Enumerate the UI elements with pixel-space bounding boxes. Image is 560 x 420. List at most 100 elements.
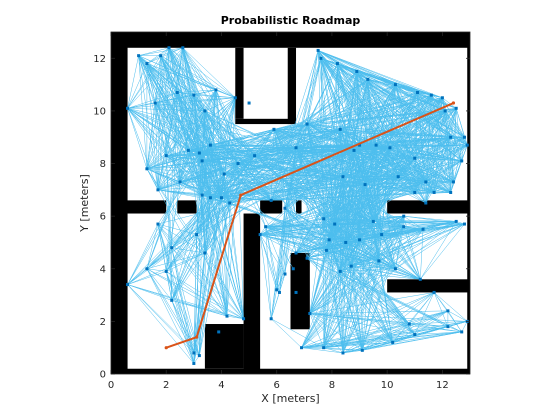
edge-613 <box>157 223 228 317</box>
node-74 <box>465 143 469 147</box>
edge-1540 <box>364 137 451 185</box>
node-95 <box>446 309 450 313</box>
edge-449 <box>157 144 211 225</box>
edge-1948 <box>362 323 410 351</box>
edge-700 <box>270 289 277 319</box>
edge-680 <box>204 252 244 319</box>
edge-576 <box>171 173 225 248</box>
edge-1301 <box>375 144 399 177</box>
edge-698 <box>271 318 324 348</box>
node-86 <box>291 267 295 271</box>
edge-1791 <box>328 239 344 353</box>
node-114 <box>170 298 174 302</box>
node-87 <box>305 256 309 260</box>
edge-1797 <box>237 163 330 241</box>
edge-1718 <box>254 155 382 235</box>
edge-102 <box>146 63 178 93</box>
edge-1220 <box>273 129 435 193</box>
node-110 <box>371 219 375 223</box>
edge-913 <box>367 79 396 85</box>
edge-1998 <box>237 155 255 164</box>
edge-1128 <box>273 110 446 130</box>
node-80 <box>380 233 384 237</box>
edge-1798 <box>284 208 330 241</box>
edge-1930 <box>414 331 462 335</box>
edge-1856 <box>301 266 352 348</box>
edge-1481 <box>353 150 415 193</box>
edge-1041 <box>273 94 432 130</box>
edge-1423 <box>273 129 366 185</box>
edge-176 <box>146 92 178 169</box>
edge-649 <box>166 163 239 272</box>
edge-279 <box>179 152 200 183</box>
edge-156 <box>154 103 159 190</box>
path-waypoint-3 <box>451 101 456 105</box>
obstacle-3 <box>111 32 470 48</box>
edge-275 <box>204 110 255 156</box>
edge-1966 <box>309 313 363 351</box>
node-27 <box>126 283 130 287</box>
edge-1946 <box>284 208 415 335</box>
node-64 <box>305 122 309 126</box>
edge-891 <box>306 71 357 125</box>
edge-1127 <box>307 110 446 125</box>
edge-1389 <box>273 123 308 130</box>
edge-4 <box>127 55 139 109</box>
edge-1992 <box>254 155 324 219</box>
node-104 <box>322 346 326 350</box>
edge-1826 <box>326 221 374 251</box>
chart-title: Probabilistic Roadmap <box>221 14 361 27</box>
edge-1695 <box>237 163 404 227</box>
edge-638 <box>146 155 255 269</box>
edge-544 <box>223 174 230 204</box>
node-25 <box>222 172 226 176</box>
edge-1136 <box>444 110 451 193</box>
edge-1699 <box>334 223 382 235</box>
node-79 <box>402 225 406 229</box>
edge-1364 <box>340 129 426 183</box>
node-15 <box>164 154 168 158</box>
edge-1750 <box>345 242 393 343</box>
x-axis-ticks: 0 2 4 6 8 10 12 <box>108 32 449 391</box>
edge-1296 <box>273 129 377 146</box>
edge-1788 <box>328 239 410 325</box>
edge-1246 <box>414 158 451 193</box>
edge-100 <box>127 63 148 109</box>
node-59 <box>413 156 417 160</box>
edge-1457 <box>296 136 451 149</box>
edge-491 <box>202 155 255 162</box>
edge-1260 <box>254 155 415 159</box>
edge-567 <box>229 176 344 204</box>
edge-658 <box>171 247 228 317</box>
edge-1951 <box>301 323 410 348</box>
edge-240 <box>157 97 236 191</box>
edge-1118 <box>444 110 465 138</box>
path-waypoint-0 <box>164 346 168 350</box>
edge-1672 <box>403 215 424 230</box>
edge-1944 <box>309 313 415 335</box>
edge-1537 <box>365 181 426 185</box>
node-44 <box>316 48 320 52</box>
edge-1334 <box>359 144 426 183</box>
node-10 <box>233 96 237 100</box>
edge-1961 <box>373 221 393 343</box>
edge-699 <box>270 318 302 348</box>
edge-1610 <box>326 137 451 251</box>
obstacle-5 <box>177 200 197 214</box>
edge-382 <box>165 181 181 272</box>
edge-1921 <box>447 326 462 333</box>
y-tick-label-3: 6 <box>100 212 106 223</box>
edge-1740 <box>329 239 346 243</box>
path-line <box>165 102 454 349</box>
edge-217 <box>188 89 217 151</box>
edge-1696 <box>254 155 404 227</box>
edge-310 <box>157 150 189 190</box>
edge-476 <box>201 160 244 319</box>
edge-1455 <box>295 147 451 193</box>
node-16 <box>145 167 149 171</box>
edge-257 <box>204 110 211 146</box>
edge-1180 <box>307 123 462 162</box>
node-56 <box>460 159 464 163</box>
